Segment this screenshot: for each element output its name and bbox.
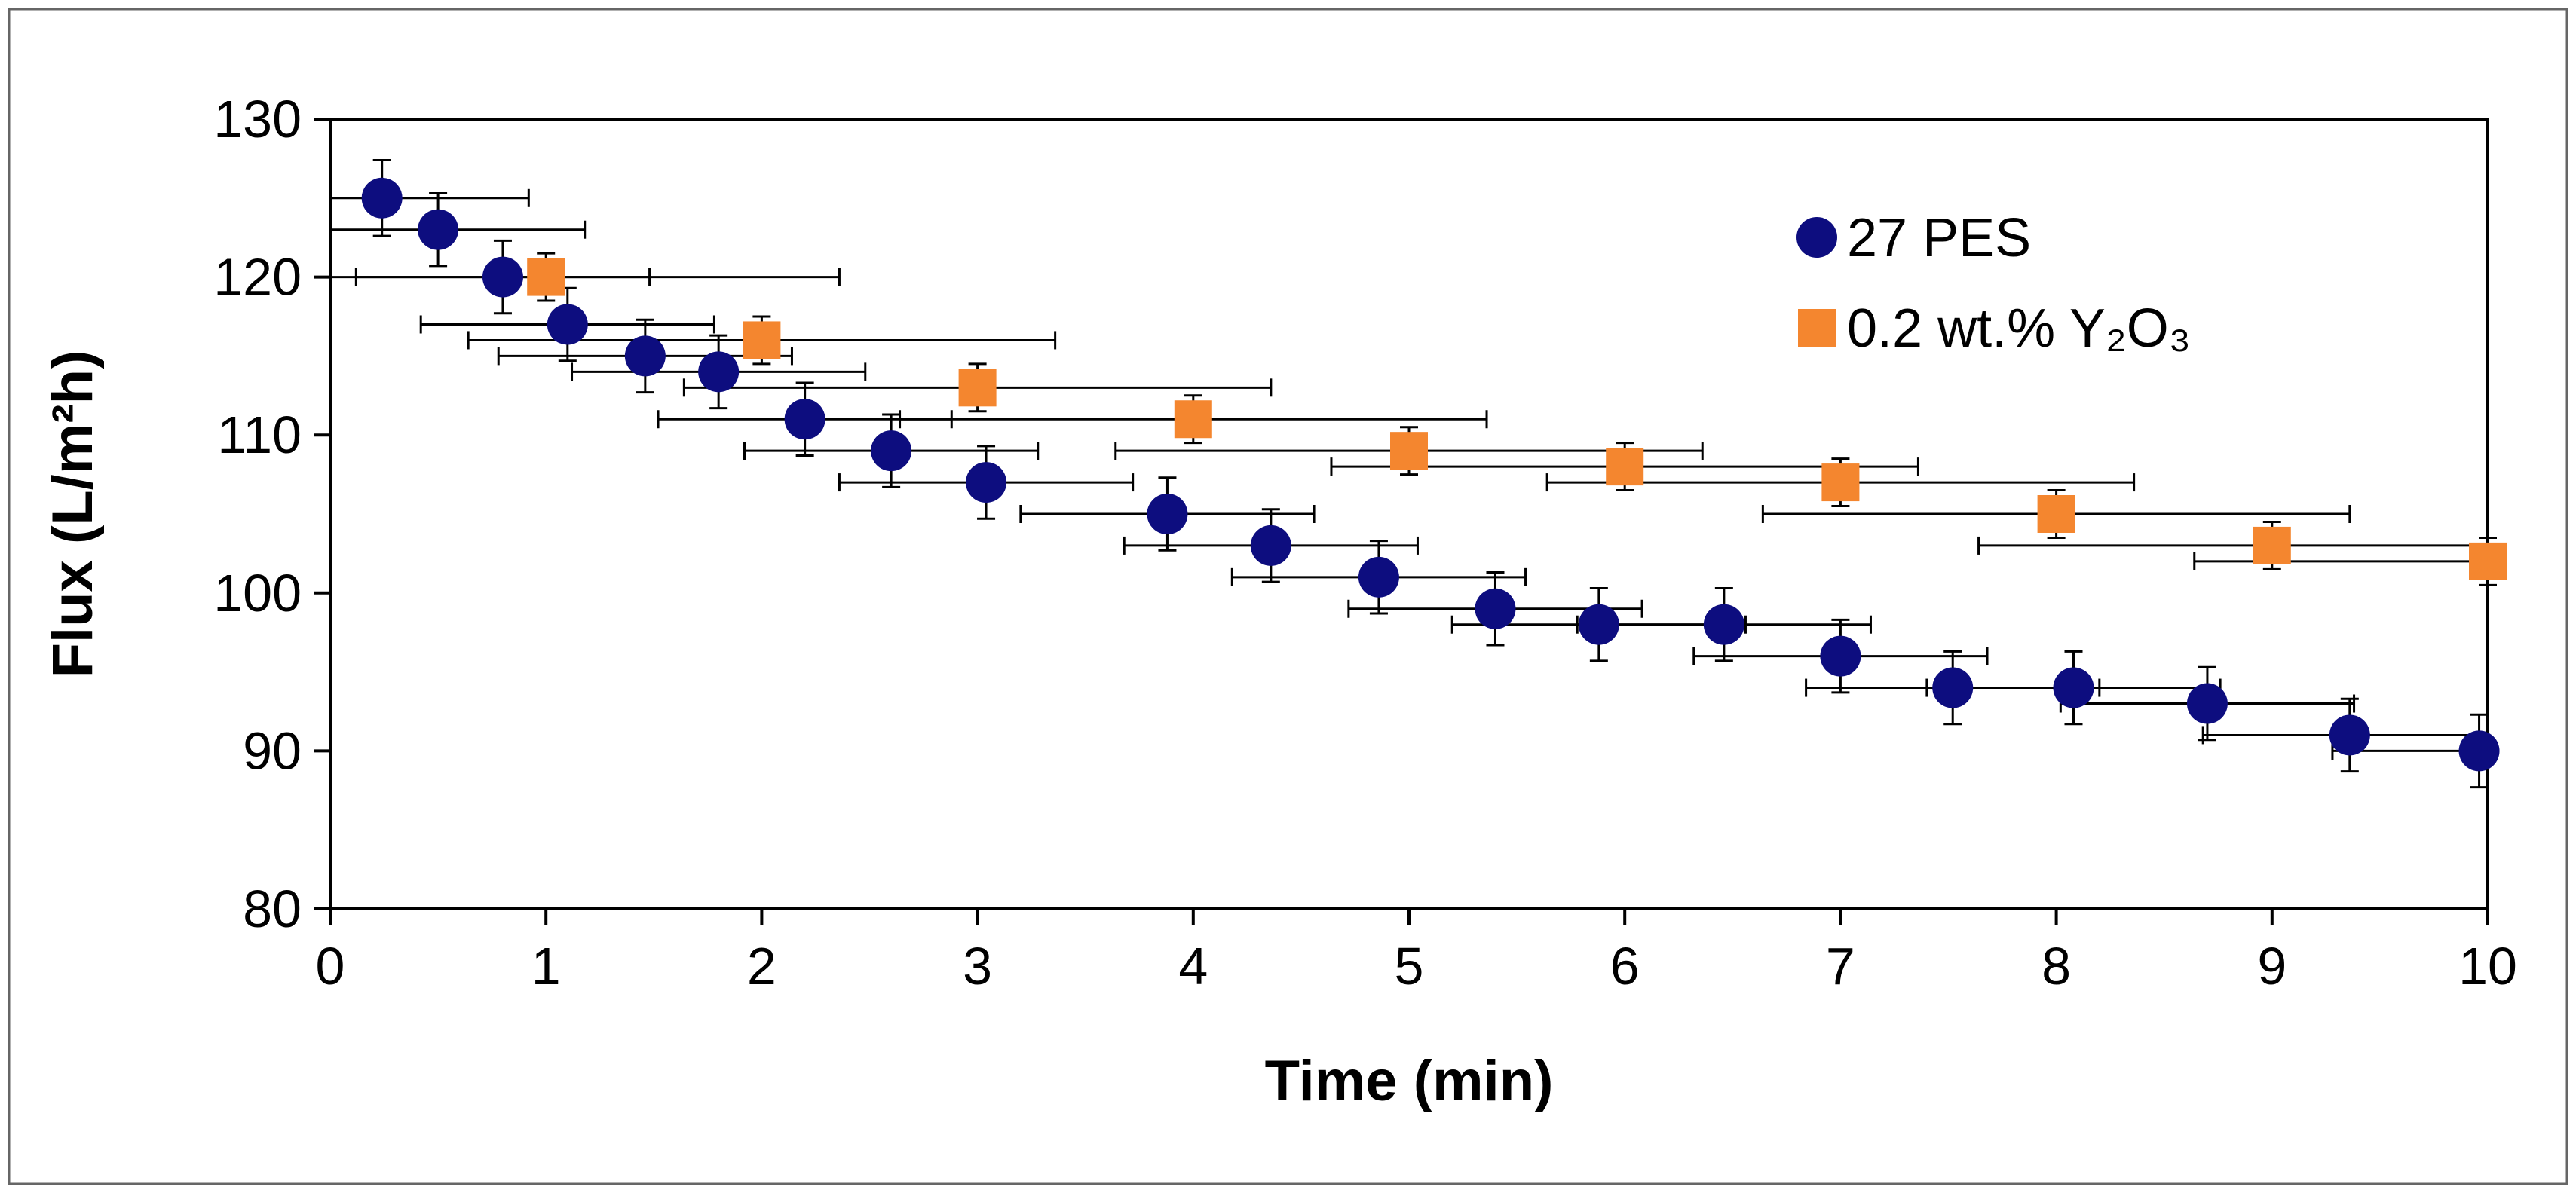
x-tick-label-10: 10	[2458, 937, 2517, 996]
data-point-y2o3-4	[1390, 432, 1428, 470]
x-tick-label-7: 7	[1826, 937, 1855, 996]
y-tick-label-130: 130	[213, 90, 302, 148]
data-point-27-pes-16	[1932, 667, 1974, 708]
x-tick-label-5: 5	[1395, 937, 1424, 996]
y-tick-label-80: 80	[243, 879, 302, 938]
data-point-27-pes-8	[966, 462, 1007, 503]
y-tick-label-90: 90	[243, 721, 302, 780]
data-point-27-pes-0	[361, 177, 403, 219]
data-point-27-pes-4	[624, 335, 666, 377]
data-point-27-pes-12	[1475, 588, 1516, 629]
legend-marker-circle	[1796, 217, 1837, 258]
data-point-27-pes-13	[1578, 604, 1619, 645]
legend: 27 PES 0.2 wt.% Y₂O₃	[1796, 208, 2191, 359]
data-point-y2o3-5	[1606, 448, 1644, 486]
data-point-y2o3-9	[2469, 542, 2507, 580]
x-tick-label-4: 4	[1178, 937, 1208, 996]
y-tick-label-120: 120	[213, 248, 302, 307]
data-point-y2o3-3	[1174, 400, 1212, 439]
data-point-27-pes-17	[2053, 667, 2094, 708]
data-point-27-pes-2	[482, 256, 523, 298]
data-point-27-pes-3	[547, 304, 588, 345]
x-tick-label-3: 3	[963, 937, 992, 996]
y-tick-label-110: 110	[217, 405, 302, 464]
x-tick-label-1: 1	[531, 937, 561, 996]
data-markers	[361, 177, 2507, 772]
data-point-y2o3-2	[958, 369, 997, 407]
x-tick-label-8: 8	[2042, 937, 2071, 996]
data-point-27-pes-14	[1703, 604, 1744, 645]
data-point-27-pes-6	[784, 399, 825, 440]
data-point-27-pes-19	[2329, 714, 2370, 756]
y-axis-title: Flux (L/m²h)	[41, 350, 105, 678]
x-tick-label-6: 6	[1610, 937, 1640, 996]
data-point-y2o3-1	[743, 321, 781, 359]
data-point-27-pes-7	[871, 430, 912, 472]
data-point-27-pes-18	[2186, 683, 2228, 724]
x-axis: 0 1 2 3 4 5 6 7 8 9 10	[316, 909, 2517, 996]
data-point-y2o3-7	[2037, 495, 2075, 533]
y-tick-label-100: 100	[213, 564, 302, 623]
data-point-27-pes-11	[1358, 556, 1399, 598]
data-point-y2o3-0	[527, 258, 565, 296]
x-axis-title: Time (min)	[1265, 1049, 1554, 1113]
data-point-27-pes-9	[1147, 494, 1188, 534]
legend-label-y2o3: 0.2 wt.% Y₂O₃	[1847, 298, 2191, 359]
x-tick-label-9: 9	[2257, 937, 2287, 996]
data-point-27-pes-10	[1250, 525, 1291, 566]
data-point-y2o3-6	[1821, 463, 1860, 502]
y-axis: 80 90 100 110 120 130	[213, 90, 330, 938]
data-point-y2o3-8	[2253, 526, 2291, 564]
legend-label-27-pes: 27 PES	[1847, 208, 2031, 268]
x-tick-label-2: 2	[747, 937, 776, 996]
data-point-27-pes-20	[2458, 730, 2500, 772]
x-tick-label-0: 0	[316, 937, 345, 996]
data-point-27-pes-5	[698, 351, 740, 393]
data-point-27-pes-15	[1820, 635, 1861, 677]
legend-marker-square	[1798, 309, 1836, 347]
data-point-27-pes-1	[418, 209, 459, 250]
